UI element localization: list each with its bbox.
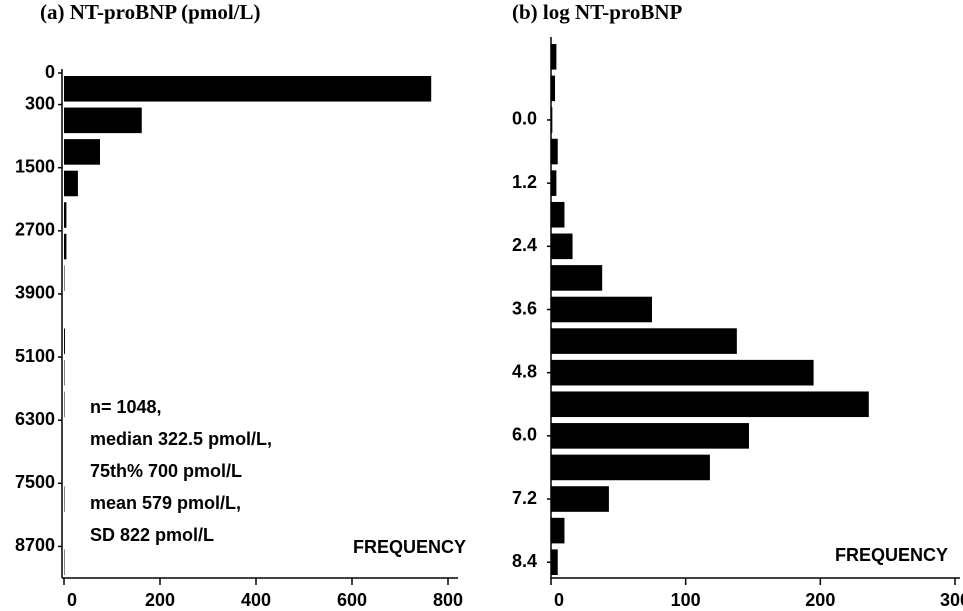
y-tick-label: 7500 [15, 472, 55, 492]
annotation: 75th% 700 pmol/L [90, 461, 242, 481]
x-tick-label: 0 [554, 590, 564, 610]
bar [64, 233, 67, 260]
x-tick-label: 200 [805, 590, 835, 610]
bar [64, 107, 142, 134]
y-tick-label: 7.2 [512, 488, 537, 508]
y-tick-label: 3900 [15, 283, 55, 303]
annotation: median 322.5 pmol/L, [90, 429, 272, 449]
x-tick-label: 100 [671, 590, 701, 610]
bar [551, 75, 556, 102]
x-tick-label: 600 [337, 590, 367, 610]
bar [551, 201, 565, 228]
annotation: SD 822 pmol/L [90, 525, 214, 545]
bar [551, 454, 710, 481]
y-tick-label: 0.0 [512, 109, 537, 129]
bar [551, 138, 558, 165]
bar [551, 265, 603, 291]
bar [551, 549, 558, 575]
bar [551, 170, 557, 196]
x-tick-label: 0 [67, 590, 77, 610]
y-tick-label: 5100 [15, 346, 55, 366]
bar [551, 517, 565, 544]
bar [64, 76, 432, 102]
y-tick-label: 6300 [15, 409, 55, 429]
y-tick-label: 1.2 [512, 172, 537, 192]
bar [551, 486, 609, 512]
bar [551, 423, 749, 449]
x-tick-label: 200 [145, 590, 175, 610]
bar [551, 359, 814, 386]
bar [64, 202, 67, 228]
bar [64, 170, 78, 197]
bar [551, 296, 652, 323]
x-axis-label: FREQUENCY [835, 545, 948, 565]
y-tick-label: 2.4 [512, 235, 537, 255]
annotation: mean 579 pmol/L, [90, 493, 241, 513]
x-tick-label: 300 [940, 590, 963, 610]
bar [551, 107, 553, 133]
bar [64, 328, 65, 355]
y-tick-label: 3.6 [512, 298, 537, 318]
y-tick-label: 0 [45, 62, 55, 82]
y-tick-label: 300 [25, 93, 55, 113]
y-tick-label: 6.0 [512, 425, 537, 445]
bar [551, 391, 869, 418]
y-tick-label: 8.4 [512, 551, 537, 571]
y-tick-label: 1500 [15, 156, 55, 176]
bar [64, 139, 100, 165]
chart-title: (a) NT-proBNP (pmol/L) [40, 0, 261, 24]
bar [551, 233, 573, 260]
bar [551, 44, 557, 70]
chart-title: (b) log NT-proBNP [512, 0, 683, 24]
x-tick-label: 400 [241, 590, 271, 610]
annotation: n= 1048, [90, 397, 162, 417]
x-axis-label: FREQUENCY [353, 537, 466, 557]
y-tick-label: 2700 [15, 220, 55, 240]
bar [551, 328, 737, 354]
y-tick-label: 8700 [15, 535, 55, 555]
x-tick-label: 800 [433, 590, 463, 610]
y-tick-label: 4.8 [512, 361, 537, 381]
